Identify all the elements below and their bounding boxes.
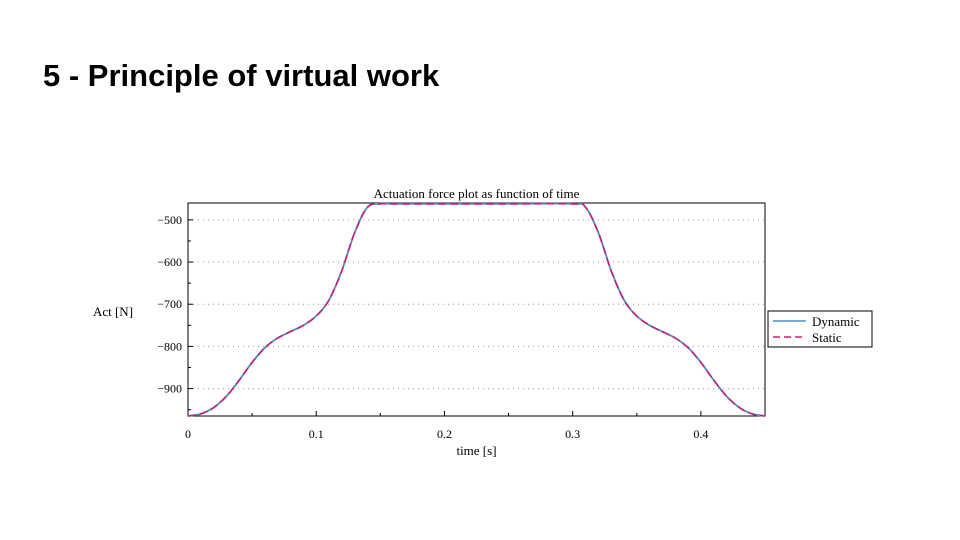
x-axis-ticks: 0 0.1 0.2 0.3 0.4 (185, 411, 766, 441)
x-tick-label: 0.1 (309, 427, 324, 441)
y-tick-label: −600 (157, 255, 182, 269)
y-axis-ticks: −500 −600 −700 −800 −900 (157, 213, 193, 411)
y-tick-label: −500 (157, 213, 182, 227)
plot-frame (187, 202, 766, 417)
slide-title: 5 - Principle of virtual work (43, 58, 440, 93)
chart-legend: Dynamic Static (767, 310, 873, 348)
grid-lines (188, 219, 765, 390)
x-tick-label: 0.4 (693, 427, 708, 441)
series-line-dynamic (187, 202, 766, 417)
y-axis-label: Act [N] (93, 304, 133, 319)
series-line-static (187, 202, 766, 417)
y-tick-label: −800 (157, 339, 182, 353)
y-tick-label: −900 (157, 382, 182, 396)
chart-title: Actuation force plot as function of time (374, 186, 580, 201)
legend-label-static: Static (812, 330, 842, 345)
legend-label-dynamic: Dynamic (812, 314, 860, 329)
x-axis-label: time [s] (456, 443, 496, 458)
legend-box (767, 310, 873, 348)
series-lines (187, 202, 766, 417)
x-tick-label: 0.2 (437, 427, 452, 441)
x-tick-label: 0.3 (565, 427, 580, 441)
y-tick-label: −700 (157, 297, 182, 311)
x-tick-label: 0 (185, 427, 191, 441)
